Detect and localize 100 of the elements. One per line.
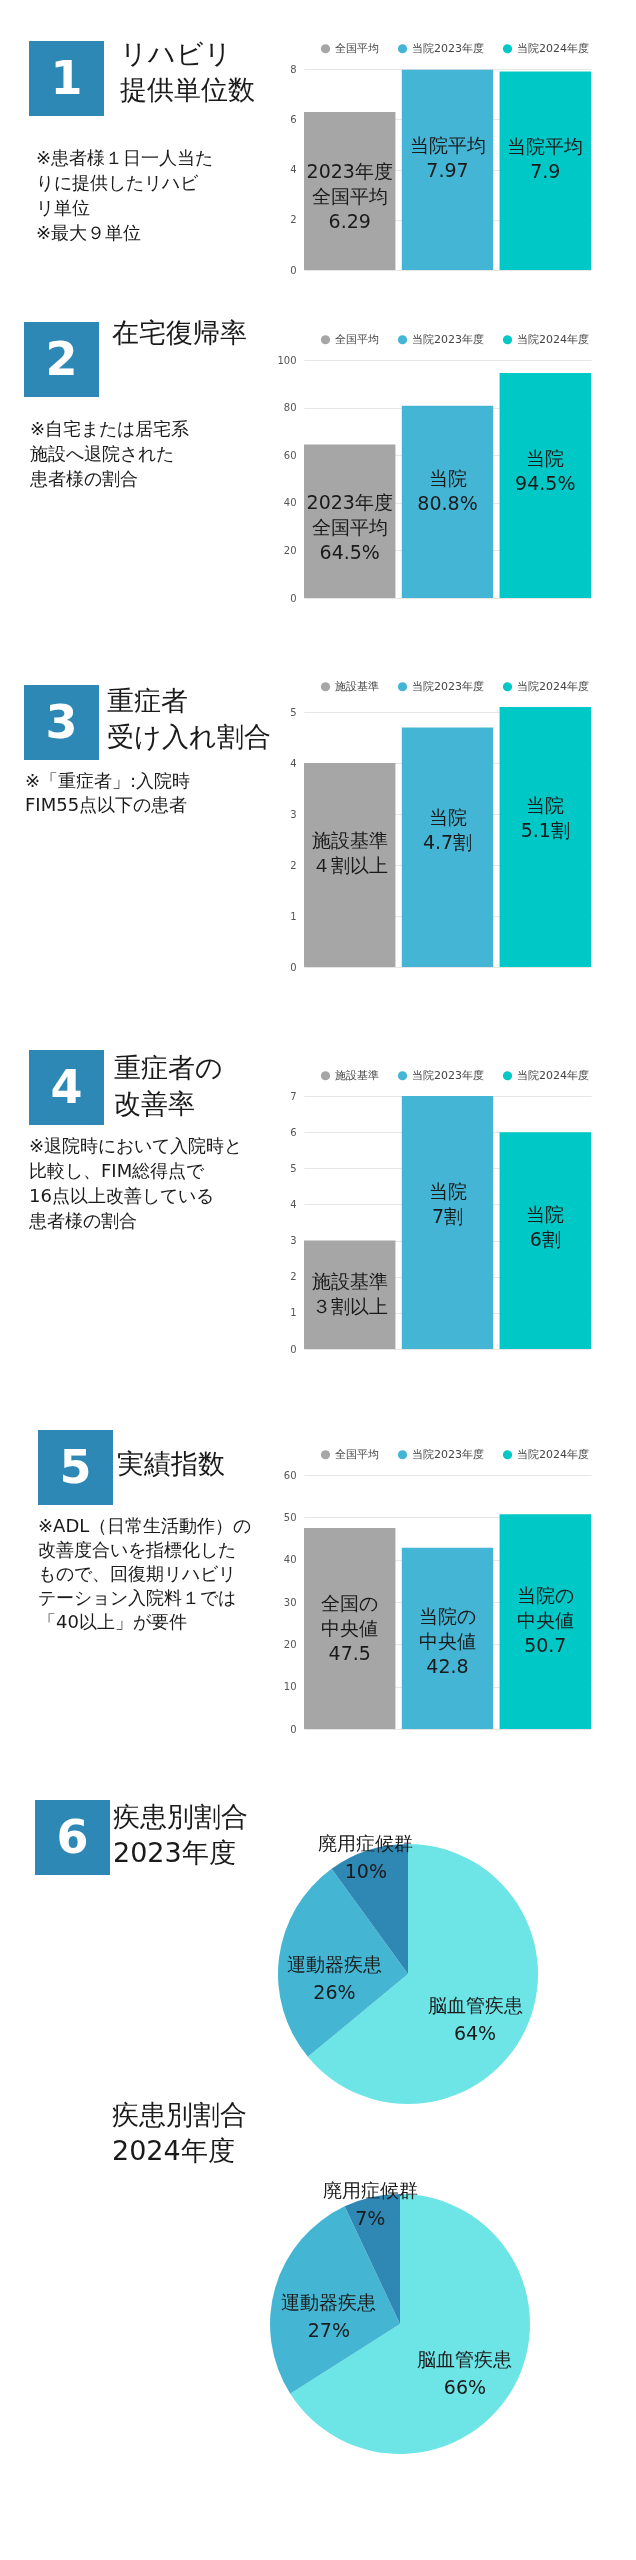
legend-label: 全国平均 [335, 332, 379, 346]
y-tick-label: 0 [290, 592, 297, 604]
legend-label: 当院2023年度 [412, 41, 484, 55]
y-tick-label: 5 [290, 1162, 297, 1174]
y-tick-label: 0 [290, 1343, 297, 1355]
data-label: 当院5.1割 [520, 793, 570, 841]
y-tick-label: 6 [290, 113, 297, 125]
data-label: 当院7割 [428, 1180, 467, 1228]
y-tick-label: 2 [290, 1271, 297, 1283]
bar [499, 373, 591, 598]
chart-title: 疾患別割合2023年度 [113, 1801, 248, 1868]
data-label: 施設基準３割以上 [311, 1269, 388, 1317]
bar [401, 405, 494, 598]
y-tick-label: 40 [283, 497, 297, 509]
data-label: 27% [307, 2319, 350, 2342]
data-label: 当院の中央値50.7 [516, 1583, 574, 1656]
data-label: 当院4.7割 [422, 806, 473, 854]
data-label: 当院6割 [526, 1202, 565, 1250]
legend-label: 当院2023年度 [412, 1068, 484, 1082]
y-tick-label: 8 [290, 63, 297, 75]
bar [304, 1527, 396, 1729]
y-tick-label: 100 [277, 354, 297, 366]
bar [499, 707, 591, 967]
text: 1 [50, 51, 83, 105]
text: ※「重症者」:入院時FIM55点以下の患者 [25, 770, 191, 815]
y-tick-label: 1 [290, 1307, 297, 1319]
legend-label: 当院2023年度 [412, 332, 484, 346]
data-label: 64% [453, 2021, 497, 2044]
bar [499, 71, 591, 270]
y-tick-label: 80 [283, 402, 297, 414]
y-tick-label: 0 [290, 961, 297, 973]
y-tick-label: 4 [290, 164, 297, 175]
data-label: 10% [344, 1860, 387, 1883]
bar [499, 1514, 591, 1729]
y-tick-label: 50 [283, 1511, 297, 1523]
slice-label: 廃用症候群 [322, 2178, 418, 2201]
y-tick-label: 1 [290, 910, 297, 922]
legend-label: 施設基準 [335, 1068, 379, 1082]
legend-label: 施設基準 [335, 679, 379, 693]
legend-label: 当院2024年度 [517, 1447, 589, 1461]
y-tick-label: 0 [290, 1723, 297, 1735]
y-tick-label: 20 [283, 1638, 297, 1650]
legend-label: 当院2023年度 [412, 679, 484, 693]
text: 3 [45, 695, 78, 749]
legend-label: 全国平均 [335, 41, 379, 55]
legend-label: 全国平均 [335, 1447, 379, 1461]
chart-title: 重症者受け入れ割合 [107, 685, 271, 752]
legend-label: 当院2024年度 [517, 679, 589, 693]
bar [401, 727, 494, 967]
y-tick-label: 3 [290, 808, 297, 820]
data-label: 施設基準４割以上 [311, 828, 388, 876]
y-tick-label: 2 [290, 214, 297, 226]
text: 6 [56, 1810, 89, 1864]
slice-label: 脳血管疾患 [427, 1993, 523, 2016]
y-tick-label: 7 [290, 1090, 297, 1102]
text: ※患者様１日一人当たりに提供したリハビリ単位 [36, 147, 214, 218]
data-label: 当院94.5% [515, 446, 576, 494]
chart-title: 実績指数 [117, 1448, 225, 1479]
legend-label: 当院2024年度 [517, 332, 589, 346]
chart-title: リハビリ提供単位数 [120, 38, 255, 105]
y-tick-label: 20 [283, 544, 297, 556]
y-tick-label: 6 [290, 1126, 297, 1138]
data-label: 66% [443, 2375, 487, 2398]
text: ※自宅または居宅系施設へ退院された患者様の割合 [29, 418, 190, 489]
y-tick-label: 60 [283, 1469, 297, 1481]
bar [304, 763, 396, 967]
text: 4 [50, 1060, 83, 1114]
legend-label: 当院2023年度 [412, 1447, 484, 1461]
data-label: 2023年度全国平均64.5% [306, 490, 393, 563]
text: ※最大９単位 [36, 222, 142, 243]
y-tick-label: 4 [290, 1198, 297, 1210]
data-label: 2023年度全国平均6.29 [306, 160, 393, 233]
data-label: 当院平均7.97 [409, 133, 486, 181]
slice-label: 脳血管疾患 [417, 2347, 513, 2370]
chart-title: 疾患別割合2024年度 [112, 2099, 247, 2166]
y-tick-label: 2 [290, 859, 297, 871]
text: 2 [45, 332, 78, 386]
chart-title: 在宅復帰率 [112, 317, 247, 348]
y-tick-label: 3 [290, 1235, 297, 1247]
data-label: 7% [355, 2206, 386, 2229]
text: 5 [59, 1440, 92, 1494]
bar [499, 1132, 591, 1349]
y-tick-label: 60 [283, 449, 297, 461]
slice-label: 運動器疾患 [281, 2291, 377, 2314]
y-tick-label: 5 [290, 706, 297, 718]
chart-title: 重症者の改善率 [114, 1052, 223, 1119]
y-tick-label: 30 [283, 1596, 297, 1608]
bar [401, 69, 494, 270]
text: ※ADL（日常生活動作）の改善度合いを指標化したもので、回復期リハビリテーション入院料１では「40以上」が要件 [38, 1515, 252, 1632]
y-tick-label: 4 [290, 757, 297, 769]
bar [401, 1547, 494, 1729]
pie-slice [270, 2206, 400, 2394]
data-label: 全国の中央値47.5 [321, 1592, 379, 1665]
data-label: 当院平均7.9 [507, 134, 584, 182]
y-tick-label: 10 [283, 1681, 297, 1693]
slice-label: 運動器疾患 [286, 1952, 382, 1975]
legend-label: 当院2024年度 [517, 41, 589, 55]
data-label: 当院80.8% [417, 466, 478, 514]
bar [401, 1096, 494, 1349]
data-label: 当院の中央値42.8 [419, 1604, 476, 1677]
